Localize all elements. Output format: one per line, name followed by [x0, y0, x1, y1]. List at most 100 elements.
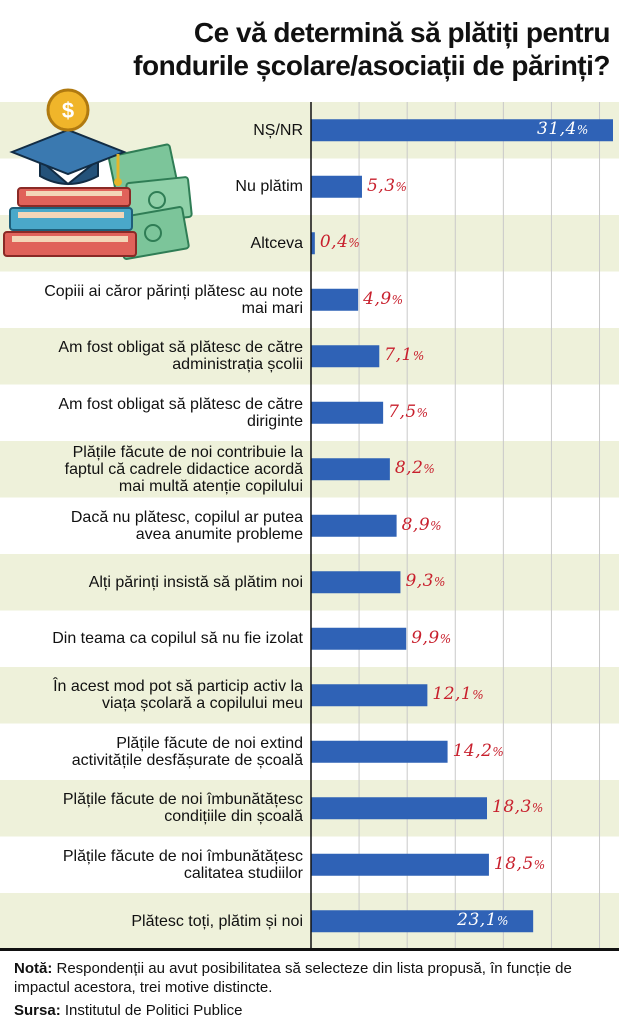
category-label-line: Plătesc toți, plătim și noi — [131, 912, 303, 930]
category-label-line: calitatea studiilor — [183, 864, 303, 882]
value-percent-sign: % — [576, 123, 589, 138]
category-label-line: Plățile făcute de noi extind — [116, 734, 303, 752]
books-icon — [3, 187, 137, 257]
graduation-money-illustration: $ — [3, 88, 193, 260]
value-label: 18,5% — [494, 854, 546, 874]
category-label: Nu plătim — [190, 159, 303, 216]
value-percent-sign: % — [433, 575, 446, 590]
category-label-line: Dacă nu plătesc, copilul ar putea — [70, 508, 303, 526]
value-number: 18,3 — [492, 797, 532, 818]
category-label-line: Am fost obligat să plătesc de către — [58, 395, 303, 413]
bar — [311, 458, 390, 481]
bars — [311, 119, 613, 933]
value-percent-sign: % — [423, 462, 436, 477]
chart-title-line1: Ce vă determină să plătiți pentru — [193, 17, 611, 48]
category-label: Dacă nu plătesc, copilul ar putea avea an… — [71, 498, 303, 555]
svg-text:$: $ — [62, 98, 74, 123]
value-percent-sign: % — [439, 631, 452, 646]
value-label: 14,2% — [453, 741, 505, 761]
value-label: 7,1% — [384, 345, 424, 365]
bar — [311, 401, 384, 424]
chart-title: Ce vă determină să plătiți pentru fondur… — [90, 16, 610, 82]
source: Sursa: Institutul de Politici Publice — [14, 1001, 609, 1020]
value-label: 5,3% — [367, 176, 407, 196]
value-label: 12,1% — [432, 684, 484, 704]
category-label-line: activitățile desfășurate de școală — [71, 751, 303, 769]
value-label: 7,5% — [388, 402, 428, 422]
bar — [311, 345, 380, 368]
row-band — [0, 554, 619, 611]
category-label-line: Din teama ca copilul să nu fie izolat — [52, 630, 303, 648]
bar — [311, 684, 428, 707]
category-label-line: Plățile făcute de noi îmbunătățesc — [62, 847, 303, 865]
category-label-line: mai mari — [241, 299, 303, 317]
bar — [311, 288, 359, 311]
category-label: Altceva — [190, 215, 303, 272]
bar — [311, 571, 401, 594]
category-label: NȘ/NR — [190, 102, 303, 159]
value-number: 9,9 — [411, 627, 440, 648]
bar — [311, 910, 534, 933]
category-label-line: Altceva — [250, 234, 303, 252]
source-label: Sursa: — [14, 1002, 61, 1019]
value-label: 8,9% — [402, 515, 442, 535]
category-label: Plățile făcute de noi îmbunătățesc calita… — [63, 837, 303, 894]
row-band — [0, 780, 619, 837]
value-number: 18,5 — [493, 853, 534, 874]
value-number: 7,5 — [388, 401, 417, 422]
value-label: 31,4% — [537, 119, 589, 139]
value-percent-sign: % — [531, 801, 544, 816]
category-label: Alți părinți insistă să plătim noi — [89, 554, 303, 611]
category-label-line: Plățile făcute de noi îmbunătățesc — [62, 791, 303, 809]
chart-title-line2: fondurile școlare/asociații de părinți? — [133, 50, 610, 81]
value-number: 0,4 — [319, 232, 349, 253]
row-band — [0, 328, 619, 385]
value-number: 9,3 — [405, 571, 434, 592]
category-label-line: NȘ/NR — [253, 121, 303, 139]
category-label-line: administrația școlii — [172, 356, 303, 374]
value-label: 0,4% — [320, 232, 360, 252]
value-percent-sign: % — [391, 292, 404, 307]
bar — [311, 119, 613, 142]
category-label: Plățile făcute de noi îmbunătățesc condiț… — [63, 780, 303, 837]
category-label: Am fost obligat să plătesc de către admin… — [58, 328, 303, 385]
value-percent-sign: % — [497, 914, 509, 929]
bar — [311, 627, 407, 650]
value-number: 8,2 — [394, 458, 424, 479]
bar — [311, 514, 397, 537]
source-text: Institutul de Politici Publice — [64, 1002, 243, 1019]
bar-chart — [0, 102, 619, 948]
bar — [311, 853, 489, 876]
value-percent-sign: % — [348, 236, 361, 251]
value-percent-sign: % — [492, 744, 505, 759]
value-percent-sign: % — [416, 405, 429, 420]
value-label: 4,9% — [363, 289, 403, 309]
value-number: 8,9 — [401, 514, 431, 535]
value-label: 8,2% — [395, 458, 435, 478]
category-label-line: Plățile făcute de noi contribuie la — [72, 443, 303, 461]
value-percent-sign: % — [533, 857, 546, 872]
note: Notă: Respondenții au avut posibilitatea… — [14, 959, 609, 997]
coin-icon: $ — [46, 88, 90, 132]
category-label-line: avea anumite probleme — [135, 525, 303, 543]
category-label-line: Alți părinți insistă să plătim noi — [88, 573, 303, 591]
note-label: Notă: — [14, 960, 53, 977]
value-label: 9,9% — [411, 628, 451, 648]
footer: Notă: Respondenții au avut posibilitatea… — [0, 948, 619, 1024]
row-band — [0, 667, 619, 724]
value-number: 23,1 — [457, 910, 498, 931]
value-percent-sign: % — [395, 179, 408, 194]
value-label: 23,1% — [457, 910, 509, 930]
category-label-line: Am fost obligat să plătesc de către — [58, 339, 303, 357]
value-number: 12,1 — [432, 684, 473, 705]
category-label: Am fost obligat să plătesc de către dirig… — [58, 385, 303, 442]
value-label: 18,3% — [492, 797, 544, 817]
category-label: Din teama ca copilul să nu fie izolat — [52, 611, 303, 668]
row-bands — [0, 102, 619, 948]
value-label: 9,3% — [405, 571, 445, 591]
graduation-cap-icon — [9, 128, 127, 186]
category-label-line: viața școlară a copilului meu — [102, 695, 303, 713]
value-percent-sign: % — [472, 688, 485, 703]
value-number: 14,2 — [452, 740, 493, 761]
value-number: 31,4 — [537, 119, 577, 140]
